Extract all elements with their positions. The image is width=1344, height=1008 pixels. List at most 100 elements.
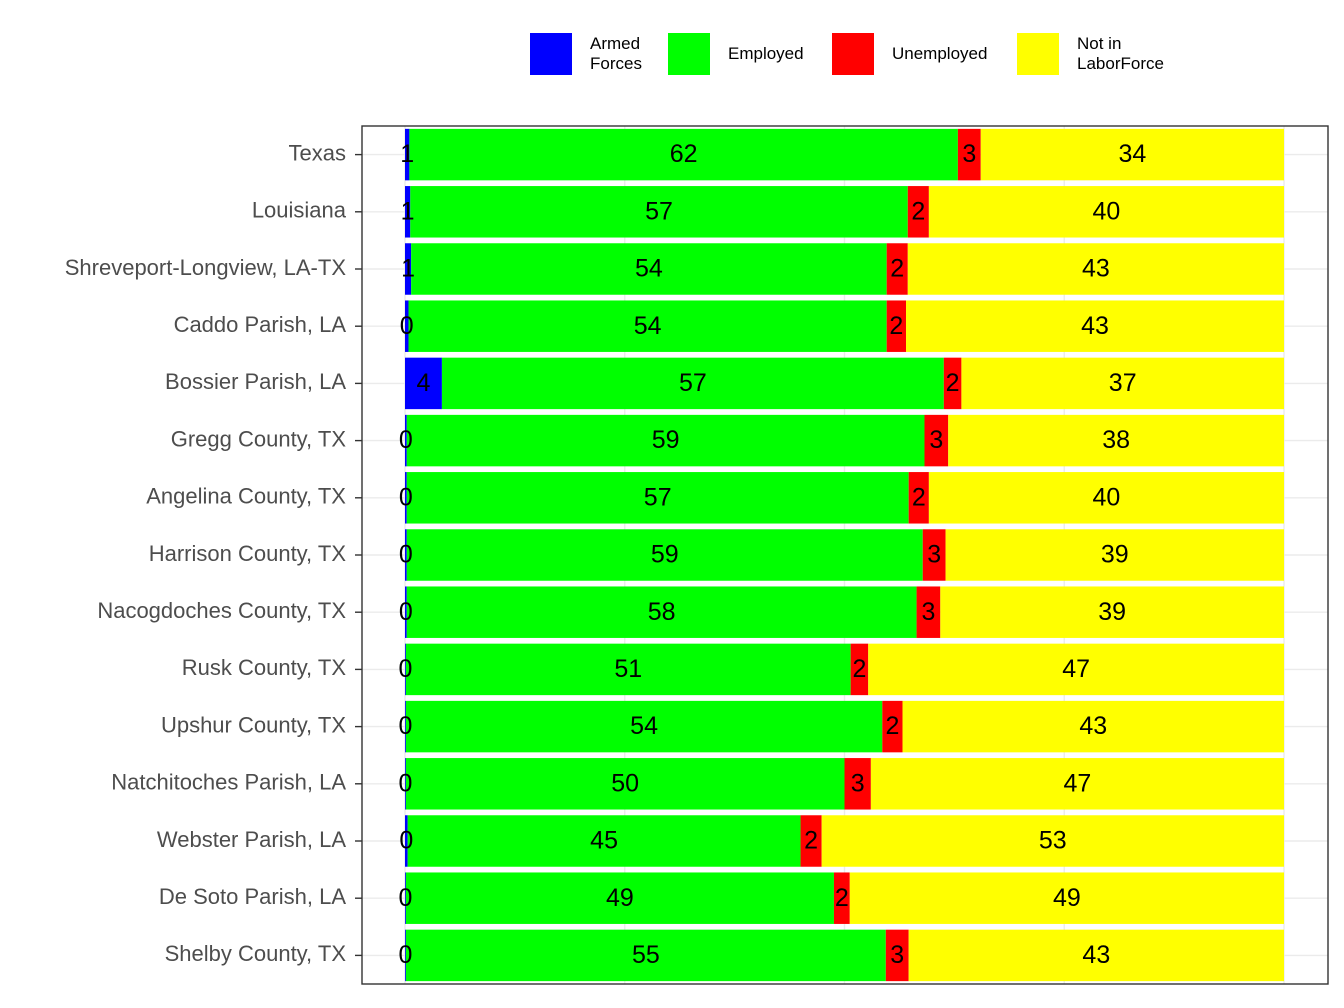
bar-segment <box>886 243 908 295</box>
bar-segment <box>405 872 834 924</box>
legend-item: Armed Forces <box>590 34 642 73</box>
bar-segment <box>868 643 1284 696</box>
bar-segment <box>406 414 925 467</box>
legend-label: Employed <box>728 44 804 63</box>
y-tick-label: Texas <box>289 140 346 165</box>
bar-segment <box>405 300 409 352</box>
legend-swatch <box>832 33 874 75</box>
bar-segment <box>407 815 801 867</box>
bar-segment <box>405 929 406 982</box>
value-label: 2 <box>804 827 818 855</box>
value-label: 38 <box>1102 426 1130 454</box>
bar-segment <box>870 758 1284 810</box>
bar-segment <box>405 586 407 638</box>
value-label: 57 <box>679 369 707 397</box>
bar-segment <box>980 128 1284 181</box>
value-label: 3 <box>921 598 935 626</box>
value-label: 54 <box>635 255 663 283</box>
y-tick-label: Webster Parish, LA <box>157 827 346 852</box>
bar-segment <box>907 186 929 238</box>
bar-segment <box>922 529 946 581</box>
bar-segment <box>849 872 1284 924</box>
bar-segment <box>405 414 407 467</box>
bar-segment <box>406 586 917 638</box>
y-tick-label: Upshur County, TX <box>161 712 346 737</box>
bar-segment <box>882 700 903 753</box>
value-label: 40 <box>1093 483 1121 511</box>
value-label: 0 <box>399 827 413 855</box>
bar-segment <box>405 243 412 295</box>
bar-segment <box>945 529 1284 581</box>
bar-segment <box>886 300 907 352</box>
bar-segment <box>405 872 406 924</box>
bar-segment <box>948 414 1284 467</box>
value-label: 3 <box>851 769 865 797</box>
bar-segment <box>906 300 1284 352</box>
value-label: 49 <box>606 884 634 912</box>
value-label: 43 <box>1082 255 1110 283</box>
bar-segment <box>821 815 1284 867</box>
bar-segment <box>908 472 929 524</box>
bar-segment <box>940 586 1284 638</box>
value-label: 3 <box>890 941 904 969</box>
bar-segment <box>405 128 410 181</box>
value-label: 59 <box>651 541 679 569</box>
value-label: 57 <box>644 483 672 511</box>
y-tick-label: De Soto Parish, LA <box>159 884 346 909</box>
value-label: 3 <box>929 426 943 454</box>
bar-segment <box>441 357 944 410</box>
bar-segment <box>408 300 887 352</box>
bar-segment <box>902 700 1284 753</box>
value-label: 0 <box>399 541 413 569</box>
bar-segment <box>405 529 407 581</box>
value-label: 2 <box>946 369 960 397</box>
y-tick-label: Natchitoches Parish, LA <box>111 770 346 795</box>
y-tick-label: Shreveport-Longview, LA-TX <box>65 255 347 280</box>
y-tick-label: Angelina County, TX <box>146 484 346 509</box>
legend-swatch <box>530 33 572 75</box>
bar-segment <box>405 357 442 410</box>
bar-segment <box>961 357 1284 410</box>
value-label: 39 <box>1098 598 1126 626</box>
y-tick-label: Bossier Parish, LA <box>165 369 346 394</box>
legend-label: Armed Forces <box>590 34 642 73</box>
value-label: 0 <box>399 598 413 626</box>
value-label: 62 <box>670 140 698 168</box>
value-label: 1 <box>401 255 415 283</box>
bar-segment <box>800 815 822 867</box>
value-label: 0 <box>398 655 412 683</box>
value-label: 51 <box>614 655 642 683</box>
bar-segment <box>924 414 949 467</box>
value-label: 0 <box>400 312 414 340</box>
value-label: 40 <box>1093 197 1121 225</box>
bar-segment <box>907 243 1284 295</box>
legend-item: Not in LaborForce <box>1077 34 1164 73</box>
value-label: 57 <box>645 197 673 225</box>
legend-label: Not in LaborForce <box>1077 34 1164 73</box>
panel-border <box>361 125 1329 985</box>
bar-segment <box>405 643 851 696</box>
value-label: 2 <box>890 255 904 283</box>
value-label: 0 <box>398 769 412 797</box>
bar-segment <box>405 758 845 810</box>
bar-segment <box>833 872 850 924</box>
value-label: 3 <box>962 140 976 168</box>
bar-segment <box>406 529 923 581</box>
value-label: 2 <box>835 884 849 912</box>
bar-segment <box>908 929 1284 982</box>
value-label: 50 <box>611 769 639 797</box>
bar-segment <box>411 243 887 295</box>
value-label: 0 <box>398 712 412 740</box>
y-tick-label: Shelby County, TX <box>165 941 347 966</box>
value-label: 4 <box>417 369 431 397</box>
value-label: 59 <box>652 426 680 454</box>
bar-segment <box>405 758 406 810</box>
value-label: 45 <box>590 827 618 855</box>
bar-segment <box>405 700 883 753</box>
bar-segment <box>850 643 869 696</box>
bar-segment <box>405 186 411 238</box>
legend-swatch <box>668 33 710 75</box>
value-label: 0 <box>398 884 412 912</box>
value-label: 0 <box>399 483 413 511</box>
